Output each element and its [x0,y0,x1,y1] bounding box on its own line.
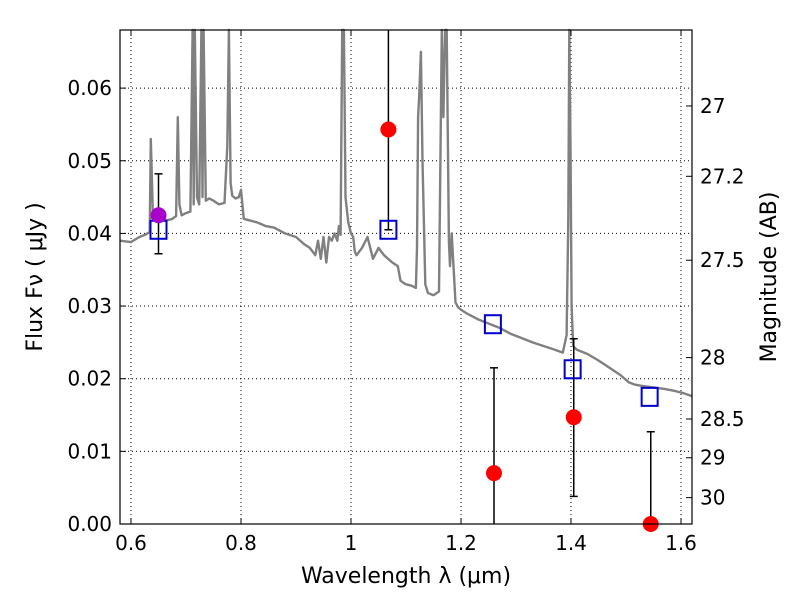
observed-point [380,121,397,138]
observed-point [150,207,167,224]
mag-tick-label: 28.5 [700,407,745,431]
y-tick-label: 0.03 [67,294,112,318]
y-tick-label: 0.04 [67,221,112,245]
mag-tick-label: 30 [700,486,725,510]
ticks-layer [120,30,692,525]
mag-tick-label: 29 [700,446,725,470]
observed-point [486,465,502,482]
mag-tick-label: 27.2 [700,164,745,188]
y-tick-label: 0.06 [67,76,112,100]
grid-lines [120,30,692,525]
y-tick-label: 0.02 [67,367,112,391]
mag-tick-label: 27.5 [700,248,745,272]
y-tick-label: 0.01 [67,439,112,463]
x-tick-label: 1.2 [445,531,477,555]
y-tick-label: 0.05 [67,149,112,173]
y-tick-label: 0.00 [67,512,112,536]
model-band-square [563,359,582,380]
x-tick-label: 1.6 [665,531,697,555]
mag-tick-label: 27 [700,94,725,118]
tick-labels-layer: 0.6 0.8 1 1.2 1.4 1.6 0.00 0.01 0.02 0.03 0.04 0.05… [67,76,744,555]
x-axis-label: Wavelength λ (μm) [301,564,511,589]
spectrum-line [119,28,693,398]
x-tick-label: 0.8 [225,531,257,555]
y-axis-label: Flux Fν ( μJy ) [23,202,48,351]
model-band-layer [149,219,659,407]
model-band-square [483,314,502,335]
observed-points-layer [150,121,659,532]
observed-point [565,409,582,426]
x-tick-label: 0.6 [115,531,147,555]
x-tick-label: 1.4 [555,531,587,555]
plot-frame [119,29,693,525]
x-tick-label: 1 [345,531,358,555]
model-band-square [640,386,659,407]
model-band-square [379,219,398,240]
spectrum-layer [119,28,693,398]
mag-tick-label: 28 [700,346,725,370]
right-axis-label: Magnitude (AB) [757,192,782,363]
